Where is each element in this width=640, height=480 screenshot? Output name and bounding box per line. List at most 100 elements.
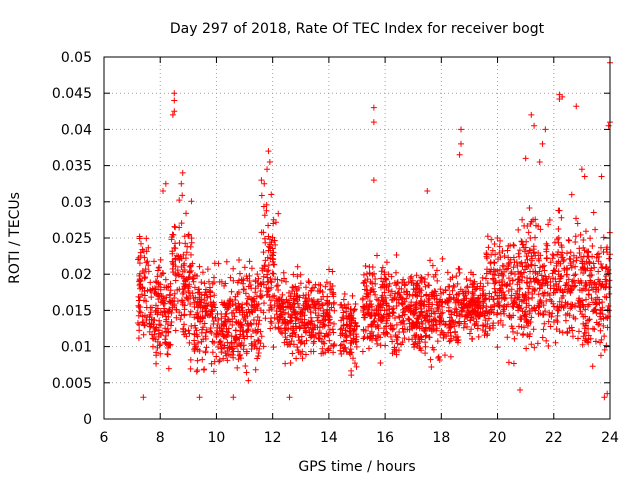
data-point <box>523 304 530 311</box>
data-point <box>521 312 528 319</box>
data-point <box>463 276 470 283</box>
data-point <box>304 321 311 328</box>
data-point <box>235 289 242 296</box>
data-point <box>524 256 531 263</box>
data-point <box>582 337 589 344</box>
data-point <box>408 323 415 330</box>
data-point <box>443 333 450 340</box>
data-point <box>422 324 429 331</box>
data-point <box>426 318 433 325</box>
data-point <box>267 297 274 304</box>
data-point <box>418 300 425 307</box>
data-point <box>550 252 557 259</box>
data-point <box>546 309 553 316</box>
data-point <box>265 278 272 285</box>
data-point <box>230 394 237 401</box>
data-point <box>239 332 246 339</box>
data-point <box>378 268 385 275</box>
data-point <box>230 348 237 355</box>
data-point <box>366 301 373 308</box>
data-point <box>161 305 168 312</box>
data-point <box>590 308 597 315</box>
data-point <box>489 247 496 254</box>
data-point <box>463 295 470 302</box>
data-point <box>215 260 222 267</box>
data-point <box>375 325 382 332</box>
data-point <box>329 326 336 333</box>
data-point <box>533 222 540 229</box>
data-point <box>314 324 321 331</box>
data-point <box>564 310 571 317</box>
y-tick-label: 0.015 <box>52 303 92 319</box>
data-point <box>187 263 194 270</box>
data-point <box>384 317 391 324</box>
data-point <box>504 265 511 272</box>
data-point <box>471 322 478 329</box>
data-point <box>553 326 560 333</box>
data-point <box>432 271 439 278</box>
data-point <box>290 301 297 308</box>
data-point <box>540 292 547 299</box>
data-point <box>346 313 353 320</box>
data-point <box>426 313 433 320</box>
data-point <box>452 305 459 312</box>
data-point <box>263 207 270 214</box>
data-point <box>373 252 380 259</box>
data-point <box>603 342 610 349</box>
data-point <box>435 306 442 313</box>
y-tick-label: 0.035 <box>52 159 92 175</box>
data-point <box>445 329 452 336</box>
data-point <box>329 268 336 275</box>
data-point <box>431 292 438 299</box>
data-point <box>360 271 367 278</box>
data-point <box>363 283 370 290</box>
data-point <box>260 249 267 256</box>
data-point <box>209 338 216 345</box>
data-point <box>410 286 417 293</box>
data-point <box>167 322 174 329</box>
data-point <box>199 356 206 363</box>
data-point <box>268 305 275 312</box>
data-point <box>351 326 358 333</box>
data-point <box>290 297 297 304</box>
data-point <box>423 292 430 299</box>
data-point <box>326 326 333 333</box>
data-point <box>426 325 433 332</box>
data-point <box>176 239 183 246</box>
data-point <box>549 270 556 277</box>
data-point <box>469 290 476 297</box>
data-point <box>567 305 574 312</box>
data-point <box>266 307 273 314</box>
data-point <box>160 187 167 194</box>
data-point <box>452 319 459 326</box>
data-point <box>297 324 304 331</box>
data-point <box>320 293 327 300</box>
data-point <box>572 263 579 270</box>
data-point <box>329 283 336 290</box>
data-point <box>548 298 555 305</box>
data-point <box>162 276 169 283</box>
data-point <box>326 299 333 306</box>
data-point <box>418 305 425 312</box>
data-point <box>208 360 215 367</box>
data-point <box>302 305 309 312</box>
x-tick-label: 10 <box>208 430 226 446</box>
data-point <box>339 330 346 337</box>
data-point <box>425 297 432 304</box>
y-axis-label: ROTI / TECUs <box>7 192 23 284</box>
data-point <box>474 311 481 318</box>
data-point <box>539 311 546 318</box>
data-point <box>182 240 189 247</box>
data-point <box>595 268 602 275</box>
data-point <box>275 296 282 303</box>
data-point <box>604 244 611 251</box>
data-point <box>330 329 337 336</box>
data-point <box>493 311 500 318</box>
data-point <box>410 311 417 318</box>
data-point <box>383 329 390 336</box>
data-point <box>413 292 420 299</box>
data-point <box>568 191 575 198</box>
data-point <box>262 239 269 246</box>
data-point <box>163 284 170 291</box>
data-point <box>228 310 235 317</box>
